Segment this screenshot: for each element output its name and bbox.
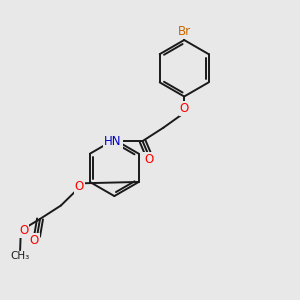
Text: O: O [144, 153, 153, 166]
Text: O: O [75, 180, 84, 193]
Text: O: O [19, 224, 28, 237]
Text: Br: Br [178, 25, 191, 38]
Text: O: O [180, 102, 189, 115]
Text: O: O [29, 234, 39, 247]
Text: CH₃: CH₃ [11, 251, 30, 261]
Text: HN: HN [104, 135, 122, 148]
